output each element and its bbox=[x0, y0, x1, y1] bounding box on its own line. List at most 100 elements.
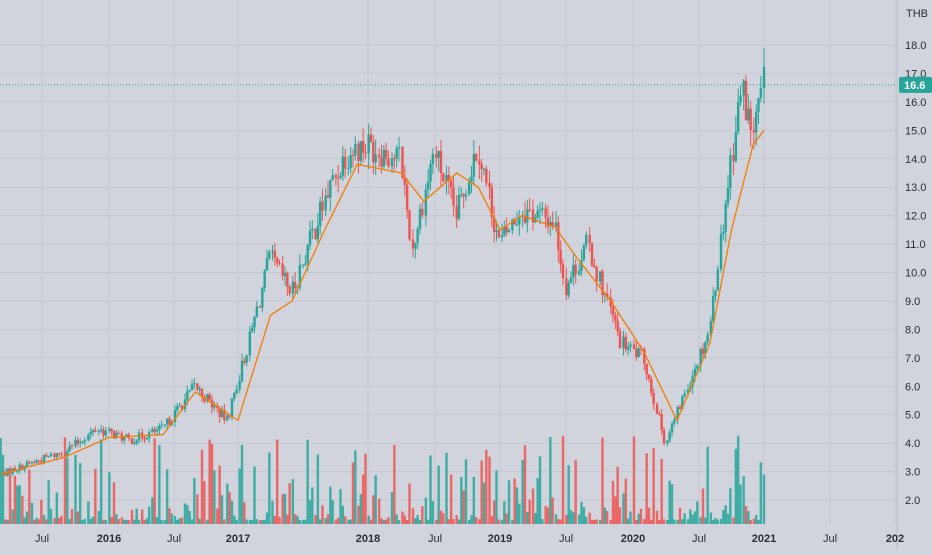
volume-bar bbox=[534, 512, 537, 524]
candle-body bbox=[60, 453, 63, 455]
volume-bar bbox=[223, 519, 226, 524]
volume-bar bbox=[722, 510, 725, 524]
candle-body bbox=[240, 360, 244, 382]
y-tick-label: 4.0 bbox=[905, 438, 920, 450]
candle-body bbox=[518, 216, 521, 225]
volume-bar bbox=[326, 514, 330, 524]
candle-body bbox=[357, 143, 360, 161]
volume-bar bbox=[369, 519, 373, 524]
candle-body bbox=[4, 472, 7, 476]
candle-body bbox=[30, 462, 34, 464]
candle-body bbox=[324, 195, 327, 211]
volume-bar bbox=[531, 488, 535, 524]
volume-bar bbox=[390, 492, 394, 524]
volume-bar bbox=[689, 509, 692, 524]
volume-bar bbox=[500, 519, 504, 524]
candle-body bbox=[390, 158, 394, 167]
candle-body bbox=[145, 438, 149, 440]
volume-bar bbox=[11, 509, 14, 524]
candle-body bbox=[507, 230, 511, 233]
candle-body bbox=[455, 206, 458, 219]
volume-bar bbox=[60, 515, 63, 524]
volume-bar bbox=[248, 519, 252, 524]
candle-body bbox=[523, 215, 527, 223]
volume-bar bbox=[647, 507, 651, 524]
candle-body bbox=[569, 277, 573, 284]
candle-body bbox=[709, 320, 713, 335]
candle-body bbox=[110, 428, 113, 432]
candle-body bbox=[439, 151, 443, 174]
candle-body bbox=[336, 177, 340, 179]
volume-bar bbox=[253, 466, 256, 524]
volume-bar bbox=[155, 517, 159, 524]
volume-bar bbox=[238, 468, 241, 524]
volume-bar bbox=[668, 480, 671, 524]
candle-body bbox=[424, 189, 428, 216]
candle-body bbox=[759, 88, 763, 99]
candle-body bbox=[87, 434, 90, 441]
volume-bar bbox=[66, 458, 69, 524]
volume-bar bbox=[314, 515, 317, 524]
candle-body bbox=[16, 470, 19, 472]
volume-bar bbox=[403, 515, 407, 524]
candle-body bbox=[418, 208, 422, 229]
volume-bar bbox=[263, 519, 266, 524]
x-tick-label: 2017 bbox=[226, 533, 250, 545]
volume-bar bbox=[757, 519, 760, 524]
volume-bar bbox=[311, 487, 314, 524]
volume-bar bbox=[706, 446, 709, 524]
x-tick-label: 2016 bbox=[97, 533, 121, 545]
volume-bar bbox=[744, 505, 748, 524]
candle-body bbox=[94, 429, 97, 432]
volume-bar bbox=[281, 494, 284, 524]
candle-body bbox=[188, 390, 191, 392]
volume-bar bbox=[582, 507, 586, 524]
candle-body bbox=[261, 288, 264, 308]
volume-bar bbox=[611, 480, 615, 524]
candle-body bbox=[258, 306, 262, 308]
volume-bar bbox=[30, 502, 34, 524]
volume-bar bbox=[343, 516, 347, 524]
volume-bar bbox=[210, 443, 214, 524]
candle-body bbox=[122, 436, 126, 441]
candle-body bbox=[593, 265, 596, 268]
x-tick-label: Jul bbox=[692, 533, 706, 545]
volume-bar bbox=[521, 460, 524, 524]
candle-body bbox=[361, 141, 365, 153]
candle-body bbox=[749, 108, 752, 131]
volume-bar bbox=[497, 519, 501, 524]
volume-bar bbox=[361, 474, 365, 524]
candle-body bbox=[447, 175, 451, 181]
volume-bar bbox=[102, 519, 105, 524]
volume-bar bbox=[693, 511, 697, 524]
volume-bar bbox=[206, 519, 209, 524]
volume-bar bbox=[554, 514, 558, 524]
volume-bar bbox=[97, 510, 101, 524]
candle-body bbox=[265, 258, 269, 271]
volume-bar bbox=[709, 512, 713, 524]
x-tick-label: Jul bbox=[428, 533, 442, 545]
volume-bar bbox=[127, 519, 131, 524]
candle-body bbox=[541, 208, 544, 210]
candle-body bbox=[28, 461, 31, 464]
candle-body bbox=[384, 149, 388, 159]
volume-bar bbox=[395, 514, 398, 524]
candle-body bbox=[18, 464, 21, 471]
candle-body bbox=[492, 217, 496, 232]
volume-bar bbox=[349, 519, 352, 524]
volume-bar bbox=[137, 519, 141, 524]
candle-body bbox=[704, 342, 707, 355]
candle-body bbox=[218, 408, 221, 417]
candle-body bbox=[754, 111, 758, 133]
volume-bar bbox=[567, 465, 570, 524]
volume-bar bbox=[25, 511, 29, 524]
candle-body bbox=[565, 278, 568, 296]
candle-body bbox=[49, 453, 53, 456]
candle-body bbox=[228, 415, 231, 417]
volume-bar bbox=[228, 492, 231, 524]
candle-body bbox=[364, 152, 367, 154]
volume-bar bbox=[711, 519, 715, 524]
volume-bar bbox=[186, 505, 189, 524]
